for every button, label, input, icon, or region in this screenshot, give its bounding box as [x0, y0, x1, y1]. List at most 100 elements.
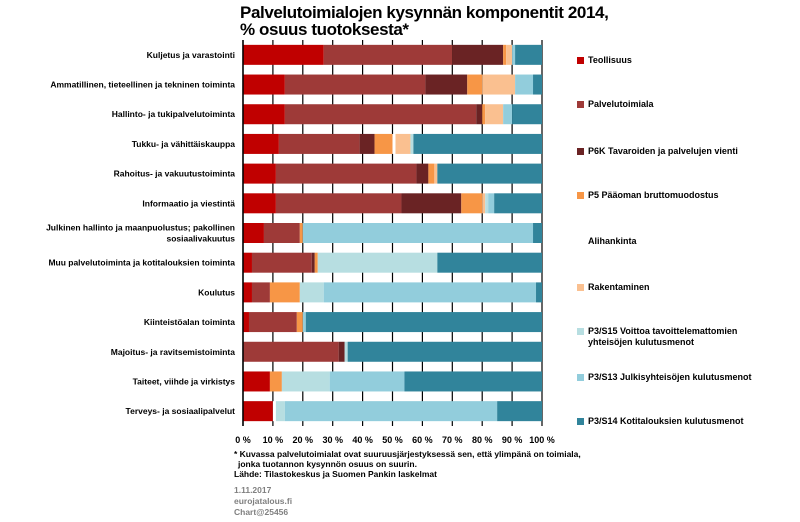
bar-segment: [503, 44, 507, 65]
category-labels: Kuljetus ja varastointi Ammatillinen, tie…: [46, 50, 235, 416]
category-label: Kiinteistöalan toiminta: [144, 317, 235, 327]
legend-label: P3/S14 Kotitalouksien kulutusmenot: [588, 416, 744, 426]
legend-item: P5 Pääoman bruttomuodostus: [577, 190, 777, 201]
legend-swatch: [577, 238, 584, 245]
legend-item: P3/S14 Kotitalouksien kulutusmenot: [577, 416, 777, 427]
bar-segment: [323, 282, 537, 303]
bar-segment: [536, 282, 542, 303]
x-tick-label: 80 %: [472, 435, 493, 445]
category-label: Rahoitus- ja vakuutustoiminta: [114, 169, 236, 179]
bar-segment: [515, 74, 534, 95]
bar-segment: [533, 74, 542, 95]
legend-swatch: [577, 374, 584, 381]
bar-segment: [243, 371, 270, 392]
category-label: Informaatio ja viestintä: [142, 198, 235, 208]
bar-segment: [533, 223, 542, 243]
bar-segment: [344, 341, 348, 362]
category-label: Hallinto- ja tukipalvelutoiminta: [112, 109, 236, 119]
x-tick-labels: 0 % 10 % 20 % 30 % 40 % 50 % 60 % 70 % 80 % 90 % 1…: [235, 435, 555, 445]
bar-segment: [338, 341, 345, 362]
bar-segment: [275, 193, 402, 214]
bar-segment: [413, 133, 542, 154]
meta-site: eurojatalous.fi: [234, 496, 293, 506]
bar-segment: [428, 163, 435, 184]
bar-segment: [374, 133, 393, 154]
bar-segment: [243, 44, 324, 65]
meta-chart-id: Chart@25456: [234, 507, 289, 517]
meta-date: 1.11.2017: [234, 485, 272, 495]
bar-segment: [392, 133, 396, 154]
x-tick-label: 10 %: [263, 435, 284, 445]
legend-item: Teollisuus: [577, 55, 777, 66]
category-label: Koulutus: [198, 287, 235, 297]
bar-segment: [243, 104, 285, 125]
legend-label: P5 Pääoman bruttomuodostus: [588, 190, 719, 200]
bar-segment: [243, 282, 252, 303]
bar-segment: [461, 193, 483, 214]
category-label: Tukku- ja vähittäiskauppa: [132, 139, 236, 149]
bar-segment: [296, 312, 303, 333]
bar-segment: [305, 312, 542, 333]
x-tick-label: 0 %: [235, 435, 251, 445]
bar-segment: [243, 252, 252, 273]
x-tick-label: 40 %: [352, 435, 373, 445]
bar-segment: [401, 193, 462, 214]
bar-segment: [243, 401, 273, 422]
bar-segment: [269, 371, 282, 392]
bar-segment: [251, 282, 270, 303]
legend-label: P3/S13 Julkisyhteisöjen kulutusmenot: [588, 372, 752, 382]
bar-segment: [506, 44, 513, 65]
legend-label: Teollisuus: [588, 55, 632, 65]
bar-segment: [416, 163, 429, 184]
bar-segment: [278, 133, 360, 154]
source-line: Lähde: Tilastokeskus ja Suomen Pankin la…: [234, 469, 437, 479]
bar-segment: [485, 193, 489, 214]
bar-segment: [299, 223, 303, 243]
bar-segment: [243, 133, 279, 154]
bar-segment: [347, 341, 542, 362]
legend-swatch: [577, 284, 584, 291]
bar-segment: [243, 193, 276, 214]
bar-segment: [243, 341, 339, 362]
legend-swatch: [577, 328, 584, 335]
bar-segment: [323, 44, 453, 65]
bar-segment: [317, 252, 438, 273]
bar-segment: [512, 104, 542, 125]
x-tick-label: 60 %: [412, 435, 433, 445]
bar-segment: [395, 133, 411, 154]
legend-label: Alihankinta: [588, 236, 637, 246]
category-label: Majoitus- ja ravitsemistoiminta: [111, 347, 235, 357]
bar-segment: [284, 74, 426, 95]
legend-item: P3/S13 Julkisyhteisöjen kulutusmenot: [577, 372, 777, 383]
legend-swatch: [577, 418, 584, 425]
bar-segment: [243, 223, 264, 243]
bar-segment: [284, 401, 498, 422]
bar-segment: [482, 74, 516, 95]
bar-segment: [329, 371, 405, 392]
bar-segment: [302, 223, 534, 243]
legend-swatch: [577, 101, 584, 108]
bar-segment: [263, 223, 300, 243]
bar-segment: [243, 163, 276, 184]
bar-segment: [476, 104, 483, 125]
footnote: * Kuvassa palvelutoimialat ovat suuruusj…: [234, 449, 654, 479]
x-tick-label: 20 %: [293, 435, 314, 445]
bar-segment: [302, 312, 306, 333]
bar-segment: [452, 44, 504, 65]
category-label: Julkinen hallinto ja maanpuolustus; pako…: [46, 223, 235, 244]
bar-segment: [515, 44, 542, 65]
category-label: Taiteet, viihde ja virkistys: [133, 376, 236, 386]
footnote-line-2: jonka tuotannon kysynnön osuus on suurin…: [238, 459, 417, 469]
bar-segment: [485, 104, 504, 125]
bar-segment: [272, 401, 276, 422]
legend-label: P3/S15 Voittoa tavoittelemattomien yhtei…: [588, 326, 738, 347]
bar-segment: [467, 74, 483, 95]
bar-segment: [434, 163, 438, 184]
chart-subtitle: % osuus tuotoksesta*: [240, 20, 409, 39]
bar-segment: [482, 193, 486, 214]
legend-swatch: [577, 57, 584, 64]
bar-segment: [275, 163, 417, 184]
bar-segment: [269, 282, 300, 303]
bar-segment: [437, 163, 542, 184]
